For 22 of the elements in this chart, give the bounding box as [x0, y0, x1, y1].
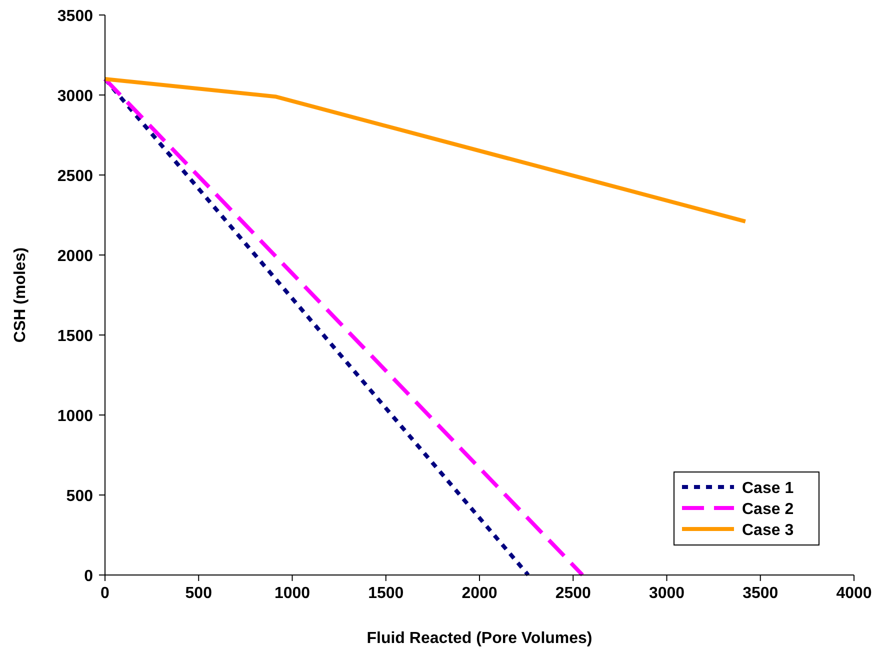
- x-tick-label: 4000: [836, 585, 872, 602]
- y-tick-label: 1500: [57, 328, 94, 345]
- x-tick-label: 500: [185, 585, 212, 602]
- x-tick-label: 3000: [648, 585, 685, 602]
- y-tick-label: 3500: [57, 8, 94, 25]
- x-tick-label: 3500: [742, 585, 778, 602]
- legend-label: Case 2: [742, 501, 794, 518]
- y-axis-title: CSH (moles): [12, 247, 29, 343]
- y-tick-label: 1000: [57, 408, 94, 425]
- y-tick-label: 0: [84, 568, 94, 585]
- y-tick-label: 2000: [57, 248, 94, 265]
- y-tick-label: 3000: [57, 88, 94, 105]
- x-tick-label: 1000: [274, 585, 310, 602]
- legend-label: Case 1: [742, 480, 794, 497]
- x-axis-title: Fluid Reacted (Pore Volumes): [366, 630, 592, 647]
- x-tick-label: 2500: [555, 585, 592, 602]
- x-tick-label: 1500: [368, 585, 404, 602]
- x-tick-label: 2000: [462, 585, 498, 602]
- legend-label: Case 3: [742, 522, 794, 539]
- x-tick-label: 0: [100, 585, 110, 602]
- y-tick-label: 500: [66, 488, 94, 505]
- y-tick-label: 2500: [57, 168, 94, 185]
